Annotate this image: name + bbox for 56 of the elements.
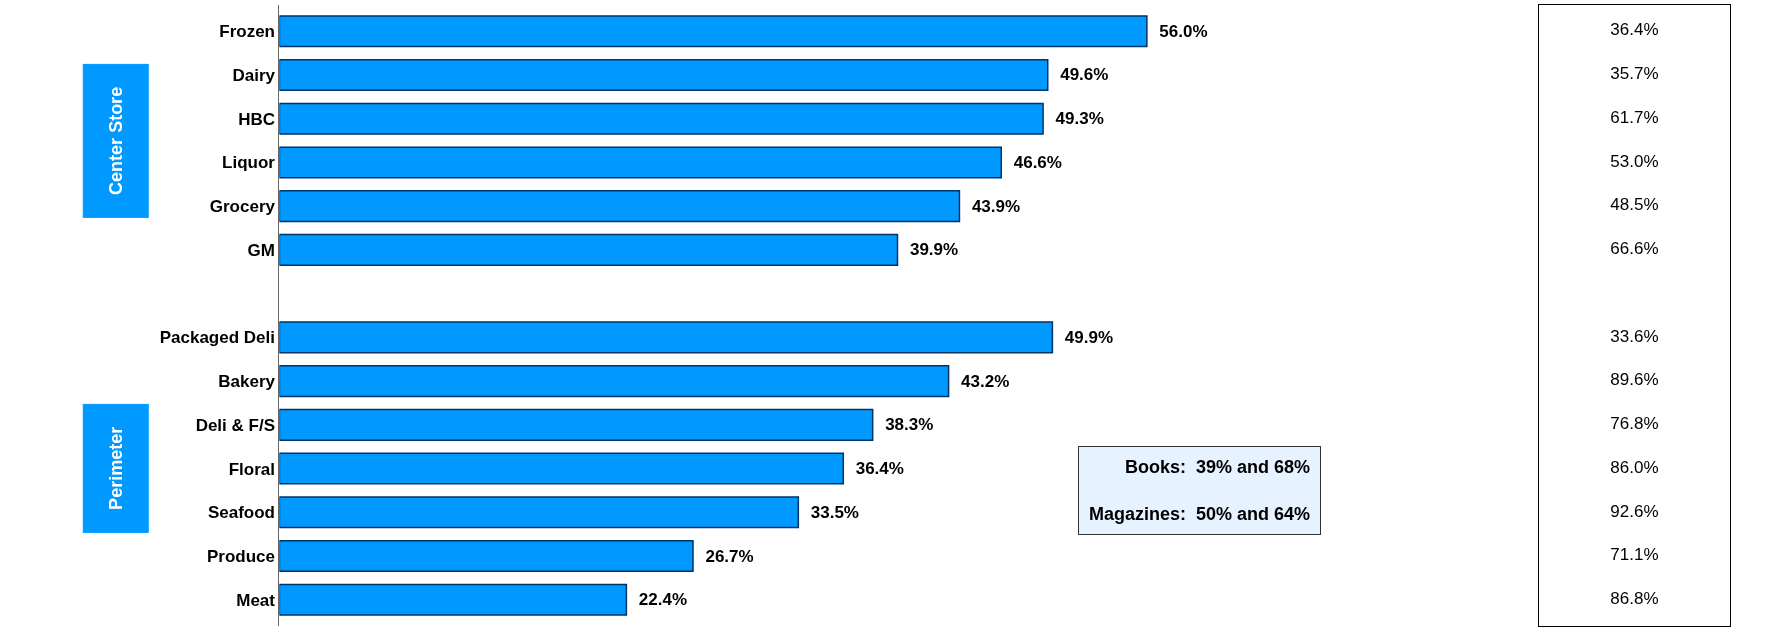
- bar: [279, 539, 694, 573]
- y-tick-label: Meat: [236, 590, 276, 610]
- bar: [279, 583, 628, 616]
- bar: [279, 452, 845, 485]
- bar: [279, 408, 874, 441]
- bar: [279, 365, 950, 398]
- y-tick-label: Bakery: [218, 372, 276, 392]
- data-label: 76.8%: [1610, 414, 1659, 434]
- data-label: 49.9%: [1064, 327, 1114, 347]
- bar: [279, 15, 1148, 48]
- text: Center Store: [105, 86, 126, 195]
- data-label: 86.0%: [1610, 457, 1659, 477]
- y-tick-label: Deli & F/S: [195, 415, 275, 435]
- data-label: 33.6%: [1610, 326, 1659, 346]
- data-label: 49.6%: [1060, 65, 1109, 85]
- data-label: 39.9%: [909, 240, 959, 260]
- y-tick-label: Produce: [206, 546, 275, 566]
- y-tick-label: Grocery: [209, 197, 276, 217]
- y-tick-label: HBC: [238, 109, 275, 129]
- data-label: 36.4%: [855, 459, 904, 479]
- bar: [279, 58, 1049, 92]
- data-label: 35.7%: [1610, 64, 1659, 84]
- data-label: 22.4%: [638, 590, 688, 610]
- y-tick-label: Liquor: [222, 153, 276, 173]
- data-label: 26.7%: [705, 546, 754, 566]
- y-tick-label: GM: [247, 240, 275, 260]
- y-tick-label: Packaged Deli: [159, 328, 275, 348]
- bar: [279, 146, 1003, 179]
- data-label: 56.0%: [1159, 21, 1208, 41]
- data-label: 46.6%: [1013, 152, 1062, 172]
- bar: [279, 321, 1054, 354]
- data-label: 38.3%: [885, 415, 934, 435]
- text: Perimeter: [105, 426, 126, 510]
- data-label: 89.6%: [1610, 370, 1659, 390]
- data-label: 43.2%: [961, 371, 1010, 391]
- data-label: 92.6%: [1610, 501, 1659, 521]
- y-tick-label: Dairy: [232, 65, 276, 85]
- y-tick-label: Floral: [228, 459, 275, 479]
- data-label: 66.6%: [1610, 239, 1659, 259]
- y-tick-label: Seafood: [207, 503, 275, 523]
- y-tick-label: Frozen: [219, 22, 275, 42]
- data-label: 86.8%: [1610, 589, 1659, 609]
- data-label: 33.5%: [810, 502, 859, 522]
- data-label: 36.4%: [1610, 20, 1659, 40]
- data-label: 49.3%: [1055, 109, 1104, 129]
- bar: [279, 102, 1044, 135]
- annotation: Magazines: 50% and 64%: [1089, 503, 1311, 524]
- data-label: 53.0%: [1610, 151, 1659, 171]
- annotation: Books: 39% and 68%: [1125, 457, 1311, 477]
- bar: [279, 233, 899, 266]
- data-label: 48.5%: [1610, 195, 1659, 215]
- data-label: 71.1%: [1610, 545, 1659, 565]
- bar: [279, 496, 800, 529]
- data-label: 61.7%: [1610, 107, 1659, 127]
- data-label: 43.9%: [971, 196, 1021, 216]
- bar: [279, 190, 961, 223]
